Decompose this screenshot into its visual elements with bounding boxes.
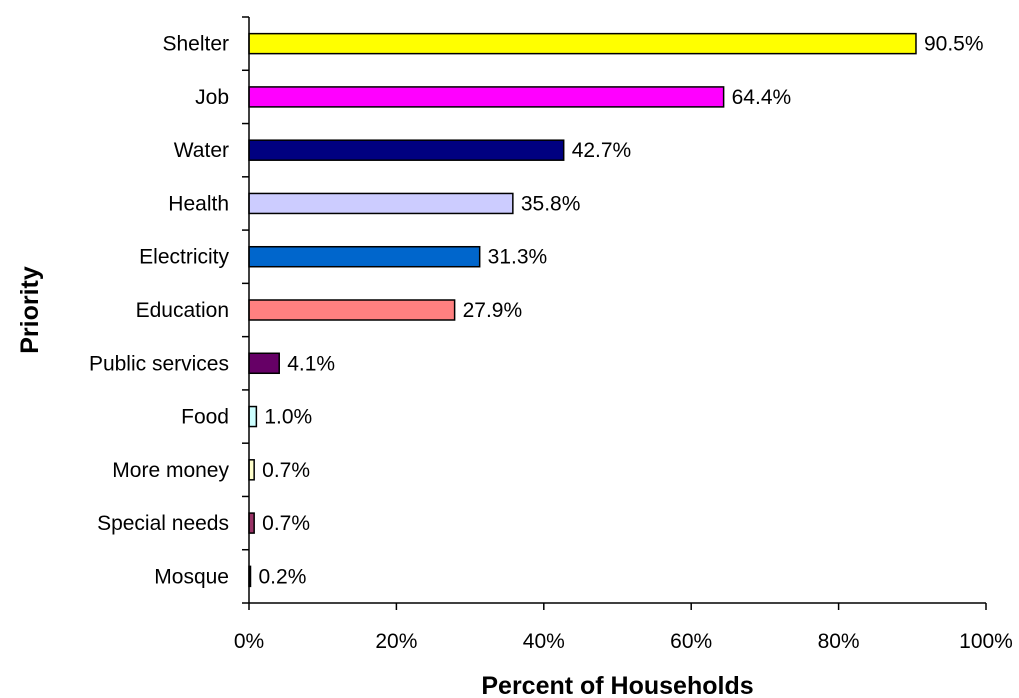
- category-label: Public services: [89, 352, 229, 375]
- value-label: 42.7%: [572, 139, 632, 162]
- category-label: Food: [181, 406, 229, 429]
- x-tick-label: 80%: [818, 630, 860, 653]
- value-label: 0.7%: [262, 512, 310, 535]
- x-tick-label: 60%: [670, 630, 712, 653]
- x-axis-title: Percent of Households: [481, 672, 753, 698]
- category-label: Health: [168, 192, 229, 215]
- bars-group: [248, 32, 917, 588]
- bar-food: [248, 405, 258, 428]
- bar-electricity: [248, 245, 481, 268]
- value-label: 35.8%: [521, 192, 581, 215]
- category-label: Special needs: [97, 512, 229, 535]
- bar-special-needs: [248, 512, 255, 534]
- value-label: 27.9%: [463, 299, 523, 322]
- category-label: Job: [195, 86, 229, 109]
- value-label: 4.1%: [287, 352, 335, 375]
- category-label: Education: [136, 299, 229, 322]
- bar-water: [248, 139, 565, 161]
- bar-education: [248, 299, 456, 321]
- value-label: 64.4%: [732, 86, 792, 109]
- x-tick-label: 100%: [959, 630, 1013, 653]
- category-label: Mosque: [154, 565, 229, 588]
- x-tick-label: 20%: [375, 630, 417, 653]
- bar-more-money: [248, 459, 255, 481]
- category-label: Water: [174, 139, 229, 162]
- category-label: Electricity: [139, 246, 229, 269]
- category-label: More money: [112, 459, 229, 482]
- value-label: 31.3%: [488, 246, 548, 269]
- x-tick-label: 0%: [234, 630, 264, 653]
- axes-group: [242, 16, 987, 610]
- y-axis-title: Priority: [16, 266, 44, 354]
- labels-group: 0% 20% 40% 60% 80% 100% Shelter 90.5% Job 64.4% Wa…: [89, 33, 1013, 653]
- bar-public-services: [248, 352, 280, 375]
- bar-shelter: [248, 32, 917, 55]
- x-tick-label: 40%: [523, 630, 565, 653]
- value-label: 1.0%: [264, 406, 312, 429]
- value-label: 90.5%: [924, 33, 984, 56]
- value-label: 0.7%: [262, 459, 310, 482]
- bar-health: [248, 192, 514, 215]
- value-label: 0.2%: [259, 565, 307, 588]
- category-label: Shelter: [162, 33, 229, 56]
- bar-job: [248, 86, 725, 108]
